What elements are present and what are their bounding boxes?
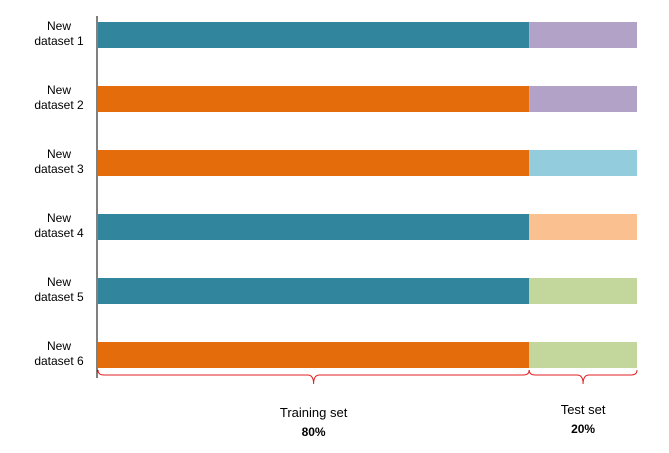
brace-label-1: Training set xyxy=(280,405,348,420)
bar-segment-6-2 xyxy=(529,342,637,368)
bars xyxy=(98,22,637,368)
category-label-4: New dataset 4 xyxy=(34,211,84,240)
bar-segment-1-1 xyxy=(98,22,530,48)
category-label-5: New dataset 5 xyxy=(34,275,84,304)
span-annotations: Training set 80% Test set 20% xyxy=(97,369,638,439)
bar-segment-5-1 xyxy=(98,278,530,304)
bar-segment-3-2 xyxy=(529,150,637,176)
category-label-3: New dataset 3 xyxy=(34,147,84,176)
category-label-1: New dataset 1 xyxy=(34,19,84,48)
brace-value-1: 80% xyxy=(302,425,326,439)
bar-segment-3-1 xyxy=(98,150,530,176)
brace-2 xyxy=(528,369,638,385)
bar-segment-1-2 xyxy=(529,22,637,48)
category-label-6: New dataset 6 xyxy=(34,339,84,368)
bar-segment-4-1 xyxy=(98,214,530,240)
brace-1 xyxy=(97,369,530,385)
brace-label-2: Test set xyxy=(561,402,606,417)
bar-segment-2-2 xyxy=(529,86,637,112)
bar-segment-2-1 xyxy=(98,86,530,112)
bar-segment-4-2 xyxy=(529,214,637,240)
category-label-2: New dataset 2 xyxy=(34,83,84,112)
bar-segment-6-1 xyxy=(98,342,530,368)
bar-segment-5-2 xyxy=(529,278,637,304)
brace-value-2: 20% xyxy=(571,422,595,436)
category-labels: New dataset 1 New dataset 2 New dataset 3 New d… xyxy=(34,19,84,368)
